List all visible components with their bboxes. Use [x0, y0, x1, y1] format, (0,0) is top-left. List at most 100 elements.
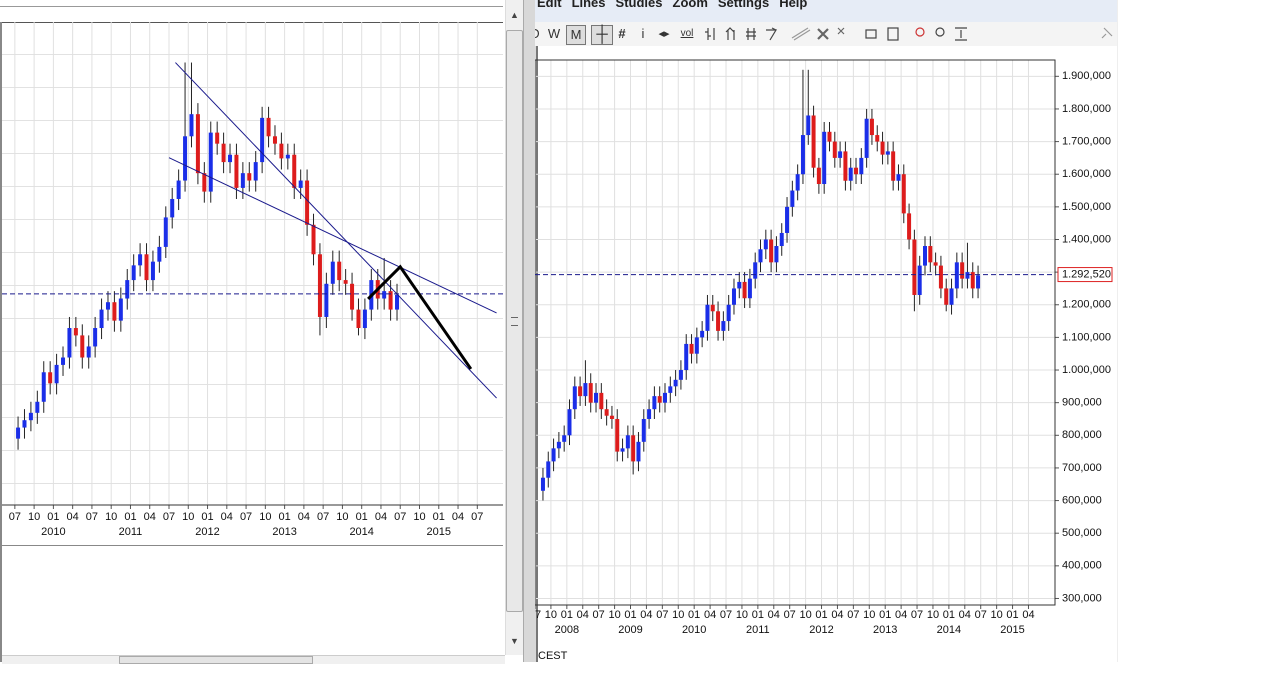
x-tick-label: 07	[847, 609, 859, 621]
candle-body	[556, 441, 561, 449]
tool-icon[interactable]	[955, 27, 967, 41]
grid-button[interactable]: #	[618, 26, 626, 41]
scroll-arrow[interactable]: ▼	[510, 636, 519, 646]
x-tick-label: 04	[67, 511, 79, 523]
menu-item[interactable]: Settings	[717, 0, 770, 10]
candle-body	[61, 357, 66, 365]
volume-button[interactable]: vol	[680, 28, 694, 39]
pin-icon[interactable]	[1101, 27, 1113, 39]
candle-body	[779, 232, 784, 247]
candle-body	[700, 330, 705, 338]
candle-body	[22, 420, 27, 428]
menu-item[interactable]: Studies	[615, 0, 663, 10]
tool-icon[interactable]	[791, 27, 811, 41]
header-line	[0, 6, 503, 7]
crosshair-button[interactable]: ┼	[591, 25, 613, 45]
y-tick-label: 900,000	[1062, 397, 1102, 409]
candle-body	[896, 174, 901, 181]
tool-icon[interactable]	[817, 28, 829, 40]
period-button[interactable]: D	[535, 25, 542, 43]
right-chart: 0710010407100104071001040710010407100104…	[535, 59, 1113, 636]
x-tick-label: 07	[471, 511, 483, 523]
x-tick-label: 01	[1006, 609, 1018, 621]
candle-body	[311, 224, 316, 255]
y-tick-label: 1.700,000	[1062, 135, 1111, 147]
candle-body	[726, 304, 731, 322]
tool-icon[interactable]	[935, 27, 945, 37]
h-scrollbar[interactable]	[2, 655, 505, 664]
year-label: 2012	[809, 624, 833, 636]
year-label: 2009	[618, 624, 642, 636]
candle-body	[208, 132, 213, 192]
v-scrollbar[interactable]: ▼ ▲	[505, 0, 523, 655]
last-price-label: 1.292,520	[1062, 268, 1111, 280]
x-tick-label: 10	[182, 511, 194, 523]
scroll-button[interactable]: ◂▸	[658, 28, 670, 40]
candle-body	[540, 477, 545, 491]
x-tick-label: 01	[124, 511, 136, 523]
tool-icon[interactable]	[705, 28, 715, 40]
period-button[interactable]: M	[566, 25, 586, 45]
info-button[interactable]: i	[641, 26, 645, 41]
candle-body	[317, 254, 322, 317]
x-tick-label: 07	[163, 511, 175, 523]
tool-icon[interactable]	[746, 28, 756, 40]
menu-item[interactable]: Zoom	[672, 0, 708, 10]
toolbar-icons	[705, 27, 1113, 41]
period-button[interactable]: W	[547, 26, 561, 41]
tool-icon[interactable]	[887, 27, 899, 41]
candle-body	[631, 435, 636, 462]
x-tick-label: 07	[593, 609, 605, 621]
tool-icon[interactable]	[766, 27, 778, 41]
candle-body	[240, 173, 245, 188]
menu-bar: Edit Lines Studies Zoom Settings Help	[535, 0, 1117, 22]
tool-icon[interactable]	[865, 29, 877, 39]
x-tick-label: 10	[799, 609, 811, 621]
candle-body	[747, 278, 752, 299]
v-scroll-thumb[interactable]	[506, 30, 523, 612]
tool-icon[interactable]	[725, 27, 735, 40]
candle-body	[827, 131, 832, 142]
candle-body	[382, 291, 387, 299]
candle-body	[917, 265, 922, 295]
candle-body	[163, 217, 168, 247]
y-tick-label: 1.500,000	[1062, 201, 1111, 213]
x-tick-label: 10	[105, 511, 117, 523]
candle-body	[388, 291, 393, 310]
candle-body	[183, 136, 188, 181]
candle-body	[901, 174, 906, 214]
x-tick-label: 04	[144, 511, 156, 523]
x-tick-label: 07	[911, 609, 923, 621]
candle-body	[816, 167, 821, 185]
h-scroll-thumb[interactable]	[119, 656, 313, 664]
candle-body	[551, 448, 556, 462]
tool-icon[interactable]	[915, 27, 925, 37]
last-price-box	[1057, 267, 1113, 283]
candle-body	[795, 174, 800, 191]
candle-body	[86, 346, 91, 358]
year-label: 2014	[349, 526, 373, 538]
candle-body	[774, 246, 779, 263]
candle-body	[657, 396, 662, 403]
candle-body	[954, 262, 959, 289]
candle-body	[562, 435, 567, 442]
menu-item[interactable]: Help	[779, 0, 808, 10]
candle-body	[976, 275, 981, 289]
menu-item[interactable]: Lines	[571, 0, 606, 10]
candle-body	[28, 412, 33, 421]
x-tick-label: 07	[975, 609, 987, 621]
left-chart: 07 10 01 04 07 10 01 04 07 10 01 04 07 10 01 04 07 10 01 04…	[2, 22, 503, 538]
candle-body	[572, 386, 577, 410]
splitter[interactable]	[523, 0, 538, 662]
y-tick-label: 1.000,000	[1062, 364, 1111, 376]
tool-icon[interactable]	[837, 27, 845, 35]
menu-item[interactable]: Edit	[537, 0, 562, 10]
trend-line	[168, 157, 497, 314]
year-label: 2012	[195, 526, 219, 538]
y-tick-label: 500,000	[1062, 527, 1102, 539]
x-tick-label: 01	[356, 511, 368, 523]
candle-body	[337, 261, 342, 281]
candle-body	[93, 328, 98, 347]
x-tick-label: 01	[433, 511, 445, 523]
scroll-arrow[interactable]: ▲	[510, 10, 519, 20]
